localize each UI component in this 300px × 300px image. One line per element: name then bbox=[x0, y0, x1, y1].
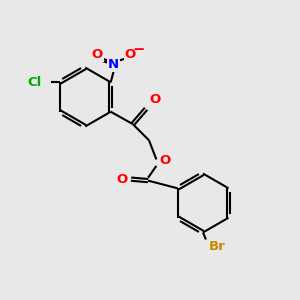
Text: O: O bbox=[91, 48, 103, 62]
Text: O: O bbox=[116, 173, 128, 186]
Text: N: N bbox=[108, 58, 119, 71]
Text: Br: Br bbox=[209, 240, 226, 253]
Text: O: O bbox=[159, 154, 171, 167]
Text: O: O bbox=[125, 48, 136, 62]
Text: O: O bbox=[149, 93, 160, 106]
Text: −: − bbox=[132, 42, 145, 57]
Text: Cl: Cl bbox=[28, 76, 42, 89]
